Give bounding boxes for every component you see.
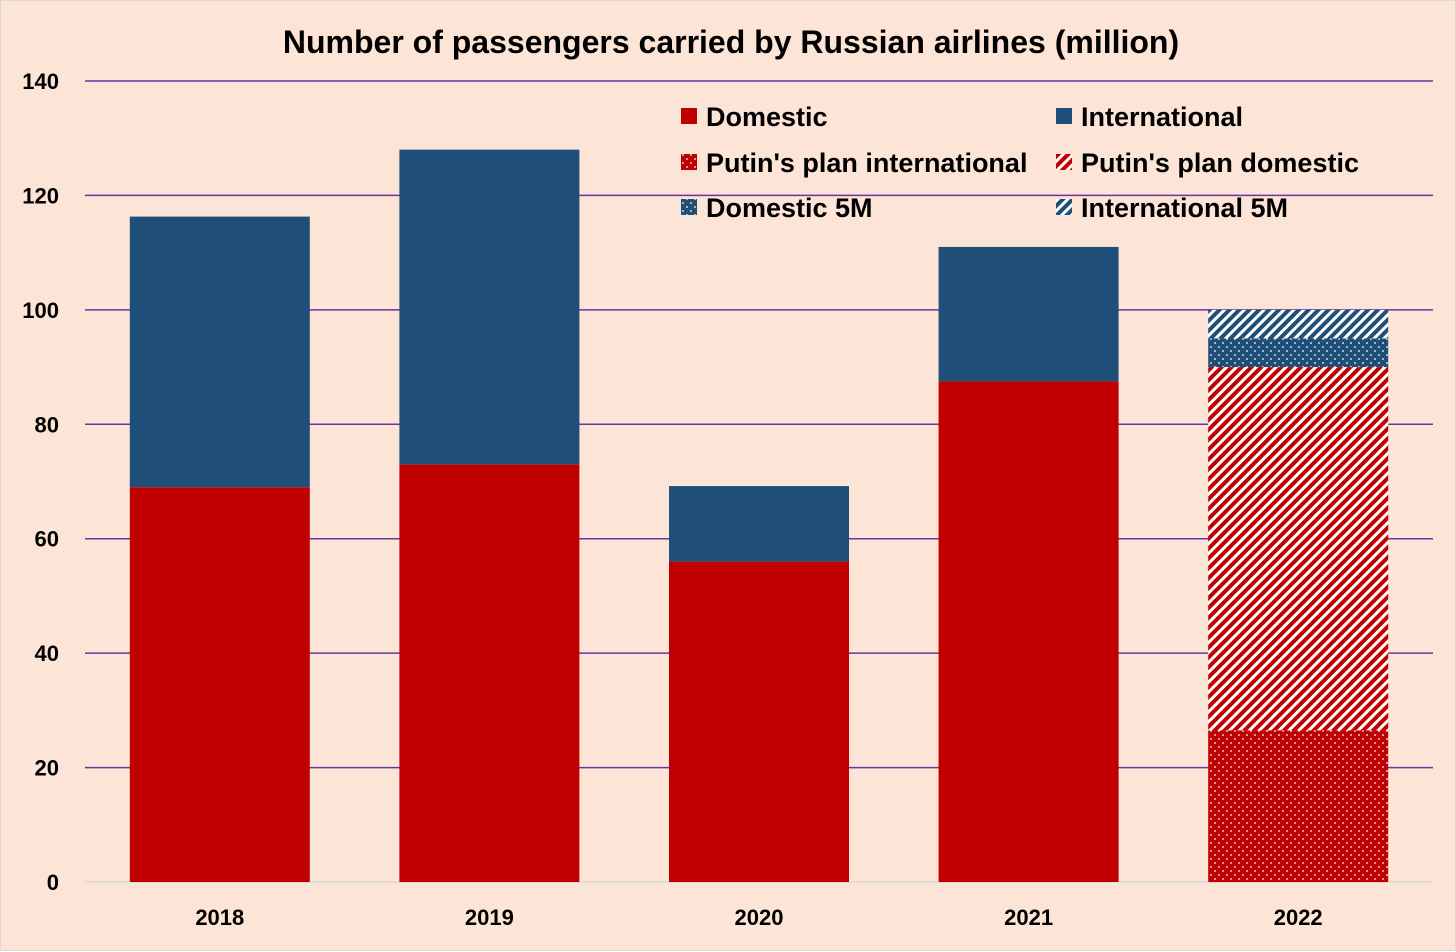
y-tick-label: 120 [22,183,59,208]
x-tick-label: 2021 [1004,905,1053,930]
chart-title: Number of passengers carried by Russian … [283,24,1179,60]
legend: Domestic International Putin's plan intern… [681,102,1359,223]
bar-international-2021 [938,246,1119,382]
y-tick-label: 40 [35,641,59,666]
legend-label-domestic: Domestic [706,102,828,132]
legend-swatch-international-5m [1056,199,1072,215]
bars [129,149,1389,882]
legend-label-putin-s-plan-domestic: Putin's plan domestic [1081,148,1359,178]
bar-domestic-5m-2022 [1208,338,1389,368]
bar-international-2019 [399,149,580,465]
legend-swatch-domestic [681,108,697,124]
y-tick-label: 80 [35,412,59,437]
x-tick-label: 2022 [1274,905,1323,930]
y-tick-label: 20 [35,756,59,781]
y-axis-tick-labels: 0 20 40 60 80 100 120 140 [22,69,59,895]
x-axis-tick-labels: 2018 2019 2020 2021 2022 [195,905,1322,930]
bar-international-2020 [669,486,849,562]
bar-international-5m-2022 [1208,309,1389,339]
y-tick-label: 60 [35,527,59,552]
legend-label-domestic-5m: Domestic 5M [706,193,873,223]
legend-label-putin-s-plan-international: Putin's plan international [706,148,1027,178]
bar-domestic-2019 [399,464,580,882]
y-tick-label: 140 [22,69,59,94]
bar-domestic-2018 [129,487,310,882]
legend-swatch-putin-s-plan-international [681,154,697,170]
x-tick-label: 2020 [735,905,784,930]
y-tick-label: 100 [22,298,59,323]
x-tick-label: 2019 [465,905,514,930]
legend-label-international-5m: International 5M [1081,193,1288,223]
bar-domestic-2020 [669,561,849,882]
bar-domestic-2021 [938,381,1119,882]
y-tick-label: 0 [47,870,59,895]
bar-international-2018 [129,216,310,488]
legend-swatch-domestic-5m [681,199,697,215]
bar-putin-s-plan-international-2022 [1208,730,1389,882]
bar-putin-s-plan-domestic-2022 [1208,367,1389,731]
legend-swatch-international [1056,108,1072,124]
x-tick-label: 2018 [195,905,244,930]
legend-swatch-putin-s-plan-domestic [1056,154,1072,170]
legend-label-international: International [1081,102,1243,132]
